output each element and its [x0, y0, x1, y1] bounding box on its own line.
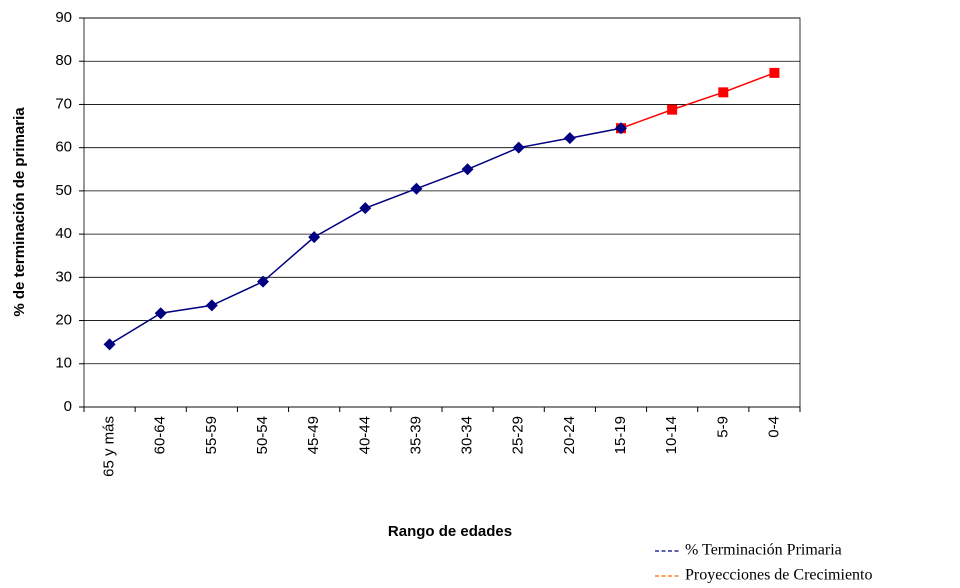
marker	[615, 122, 627, 135]
x-tick-label: 35-39	[407, 416, 424, 454]
x-tick-label: 40-44	[356, 416, 373, 454]
x-tick-label: 30-34	[459, 416, 476, 454]
y-tick-label: 30	[55, 268, 72, 285]
x-tick-label: 45-49	[305, 416, 322, 454]
series-line	[620, 72, 775, 129]
y-tick-label: 60	[55, 139, 72, 156]
x-tick-label: 50-54	[254, 416, 271, 454]
marker	[205, 299, 218, 312]
y-tick-label: 10	[55, 355, 72, 372]
marker	[512, 141, 525, 154]
x-axis-title: Rango de edades	[388, 523, 512, 540]
plot-frame	[83, 17, 801, 408]
x-tick-label: 5-9	[714, 416, 731, 438]
x-tick-label: 65 y más	[101, 416, 118, 477]
x-tick-label: 15-19	[612, 416, 629, 454]
y-axis-title: % de terminación de primaria	[11, 107, 28, 317]
y-tick-label: 20	[55, 312, 72, 329]
legend-label: Proyecciones de Crecimiento	[685, 567, 873, 584]
marker	[308, 231, 321, 244]
x-tick-label: 55-59	[203, 416, 220, 454]
marker	[718, 87, 729, 98]
marker	[103, 338, 116, 351]
legend-label: % Terminación Primaria	[685, 542, 842, 559]
marker	[359, 202, 372, 215]
x-tick-label: 60-64	[152, 416, 169, 454]
marker	[154, 307, 167, 320]
y-tick-label: 80	[55, 52, 72, 69]
marker	[257, 275, 269, 288]
y-tick-label: 90	[55, 9, 72, 26]
x-tick-label: 0-4	[765, 416, 782, 438]
x-tick-label: 20-24	[561, 416, 578, 454]
x-tick-label: 10-14	[663, 416, 680, 454]
y-tick-label: 50	[55, 182, 72, 199]
series-line	[109, 127, 622, 345]
marker	[563, 132, 576, 145]
y-tick-label: 70	[55, 95, 72, 112]
x-tick-label: 25-29	[510, 416, 527, 454]
marker	[769, 67, 780, 78]
y-tick-label: 0	[64, 398, 72, 415]
marker	[461, 163, 474, 176]
y-tick-label: 40	[55, 225, 72, 242]
marker	[667, 104, 678, 115]
marker	[410, 182, 423, 195]
